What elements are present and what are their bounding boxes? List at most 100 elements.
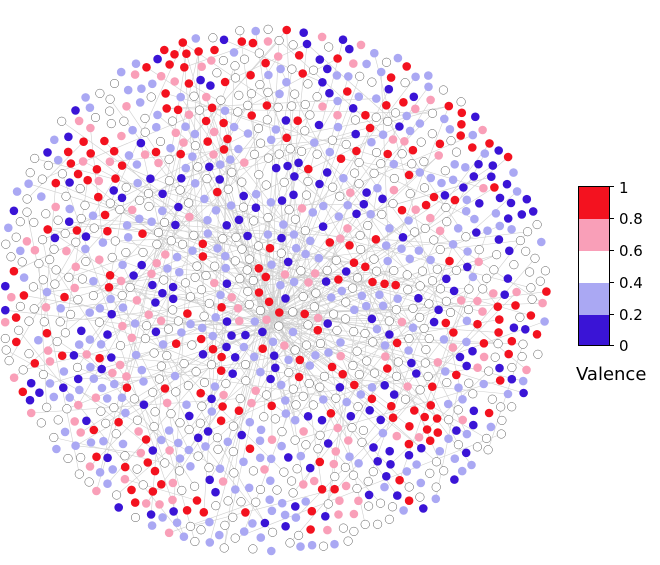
network-node <box>325 238 335 247</box>
network-node <box>258 327 267 337</box>
network-node <box>203 427 213 436</box>
network-node <box>400 137 409 146</box>
network-edge <box>206 97 240 220</box>
network-node <box>223 184 233 194</box>
network-node <box>151 298 160 307</box>
network-node <box>248 466 258 476</box>
network-node <box>149 422 159 432</box>
network-node <box>333 423 343 433</box>
network-node <box>118 439 128 449</box>
network-node <box>473 363 482 373</box>
network-node <box>1 305 10 315</box>
network-node <box>337 286 347 296</box>
network-node <box>111 429 121 439</box>
network-edge <box>13 241 76 272</box>
network-node <box>42 287 52 297</box>
network-node <box>459 183 468 192</box>
network-node <box>243 100 253 110</box>
network-node <box>109 146 119 156</box>
network-edge <box>169 501 256 534</box>
network-node <box>26 408 36 418</box>
network-node <box>185 521 196 531</box>
network-node <box>60 328 70 338</box>
network-node <box>318 222 328 231</box>
network-node <box>376 159 386 169</box>
network-node <box>184 198 194 208</box>
network-node <box>215 175 224 184</box>
network-node <box>367 383 377 392</box>
network-node <box>411 104 420 114</box>
network-node <box>317 415 327 425</box>
network-node <box>81 93 90 102</box>
network-node <box>487 172 496 181</box>
network-node <box>106 119 116 129</box>
network-node <box>117 290 127 300</box>
network-node <box>209 150 218 159</box>
network-node <box>522 194 532 204</box>
network-node <box>251 203 261 212</box>
network-node <box>272 485 282 495</box>
network-node <box>277 441 286 451</box>
network-edge <box>130 287 280 317</box>
network-node <box>346 188 355 197</box>
network-node <box>239 342 249 352</box>
network-node <box>509 323 519 333</box>
network-node <box>283 257 293 267</box>
network-node <box>517 210 527 219</box>
network-node <box>149 348 159 358</box>
network-node <box>85 462 95 471</box>
network-edge <box>380 71 395 395</box>
network-node <box>452 370 461 380</box>
network-node <box>303 320 313 330</box>
network-node <box>228 421 238 431</box>
network-node <box>133 178 142 188</box>
network-node <box>75 184 85 194</box>
network-node <box>291 400 301 410</box>
network-node <box>122 102 131 111</box>
network-node <box>103 226 112 236</box>
network-node <box>369 254 379 264</box>
network-node <box>421 200 431 210</box>
network-node <box>159 275 169 285</box>
network-edge <box>90 153 226 257</box>
network-node <box>176 92 185 102</box>
network-node <box>15 246 25 256</box>
network-node <box>4 223 13 233</box>
network-node <box>416 137 426 147</box>
network-node <box>538 298 547 308</box>
network-node <box>357 291 367 301</box>
network-node <box>280 341 289 350</box>
network-node <box>321 512 330 521</box>
network-node <box>151 147 161 157</box>
network-edge <box>251 367 478 404</box>
network-node <box>277 498 287 508</box>
network-node <box>462 195 472 205</box>
network-node <box>348 470 359 480</box>
network-node <box>45 255 55 265</box>
network-node <box>103 453 112 463</box>
network-node <box>276 64 285 74</box>
network-node <box>296 266 306 276</box>
network-node <box>88 211 98 220</box>
network-node <box>157 480 166 489</box>
network-node <box>310 269 320 278</box>
network-node <box>131 59 141 68</box>
network-edge <box>68 252 144 278</box>
network-node <box>315 338 326 349</box>
network-node <box>180 63 189 72</box>
network-node <box>484 408 494 418</box>
network-node <box>182 400 191 410</box>
network-node <box>59 383 68 393</box>
network-node <box>397 205 407 215</box>
network-node <box>148 280 157 290</box>
network-node <box>276 380 286 390</box>
network-node <box>153 227 164 238</box>
network-node <box>240 359 251 370</box>
network-node <box>300 126 310 136</box>
network-node <box>380 279 389 289</box>
network-node <box>207 103 217 113</box>
network-node <box>532 220 542 230</box>
network-node <box>389 390 399 399</box>
network-node <box>222 279 232 289</box>
network-edge <box>264 40 280 314</box>
